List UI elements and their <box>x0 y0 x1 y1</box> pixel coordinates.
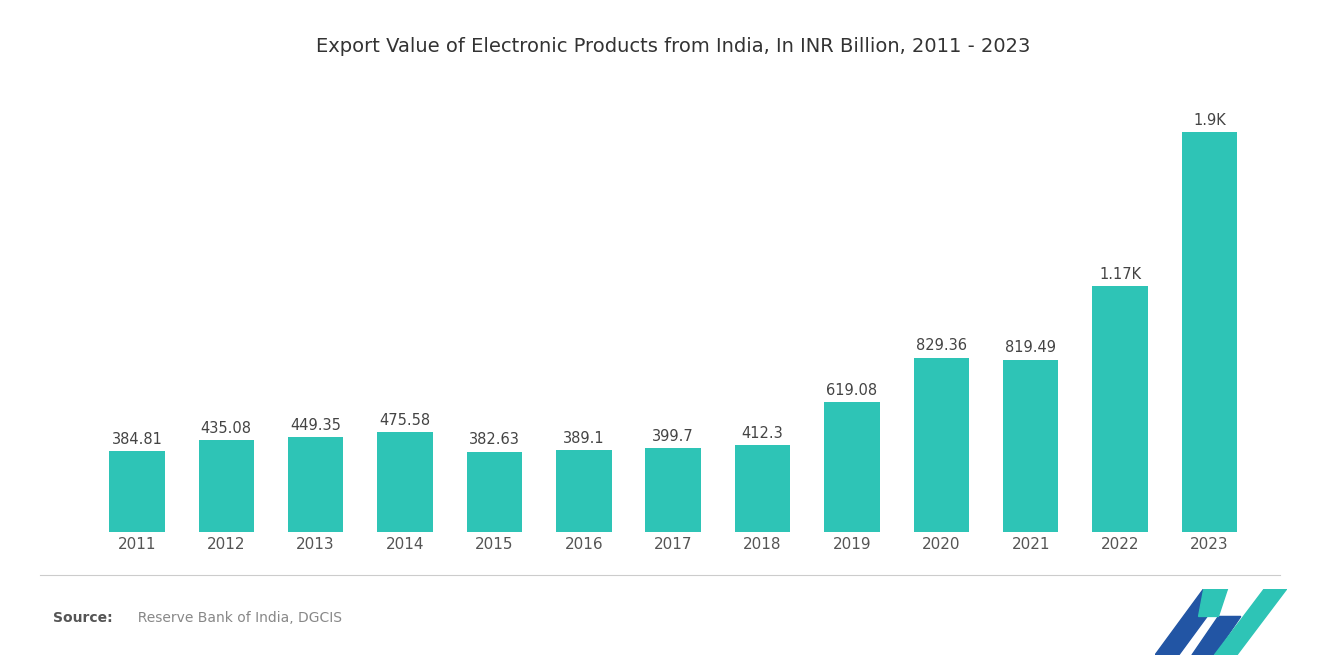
Text: Source:: Source: <box>53 611 112 625</box>
Bar <box>913 358 969 532</box>
Polygon shape <box>1155 589 1228 655</box>
Text: Reserve Bank of India, DGCIS: Reserve Bank of India, DGCIS <box>129 611 342 625</box>
Bar <box>110 451 165 532</box>
Text: 382.63: 382.63 <box>469 432 520 448</box>
Bar <box>198 440 253 532</box>
Bar <box>1093 286 1148 532</box>
Bar <box>288 438 343 532</box>
Polygon shape <box>1199 589 1228 616</box>
Bar <box>556 450 611 532</box>
Text: 399.7: 399.7 <box>652 429 694 444</box>
Polygon shape <box>1214 589 1287 655</box>
Text: 619.08: 619.08 <box>826 382 878 398</box>
Bar <box>378 432 433 532</box>
Bar <box>735 446 791 532</box>
Text: 1.9K: 1.9K <box>1193 113 1226 128</box>
Bar <box>645 448 701 532</box>
Text: 475.58: 475.58 <box>379 413 430 428</box>
Polygon shape <box>1192 616 1241 655</box>
Bar <box>467 452 523 532</box>
Bar <box>1003 360 1059 532</box>
Text: 1.17K: 1.17K <box>1100 267 1142 282</box>
Text: 819.49: 819.49 <box>1006 340 1056 355</box>
Text: 389.1: 389.1 <box>564 431 605 446</box>
Text: 384.81: 384.81 <box>111 432 162 447</box>
Text: 435.08: 435.08 <box>201 422 252 436</box>
Text: 449.35: 449.35 <box>290 418 341 434</box>
Text: 412.3: 412.3 <box>742 426 784 441</box>
Title: Export Value of Electronic Products from India, In INR Billion, 2011 - 2023: Export Value of Electronic Products from… <box>315 37 1031 56</box>
Text: 829.36: 829.36 <box>916 338 966 353</box>
Bar <box>824 402 879 532</box>
Bar <box>1181 132 1237 532</box>
